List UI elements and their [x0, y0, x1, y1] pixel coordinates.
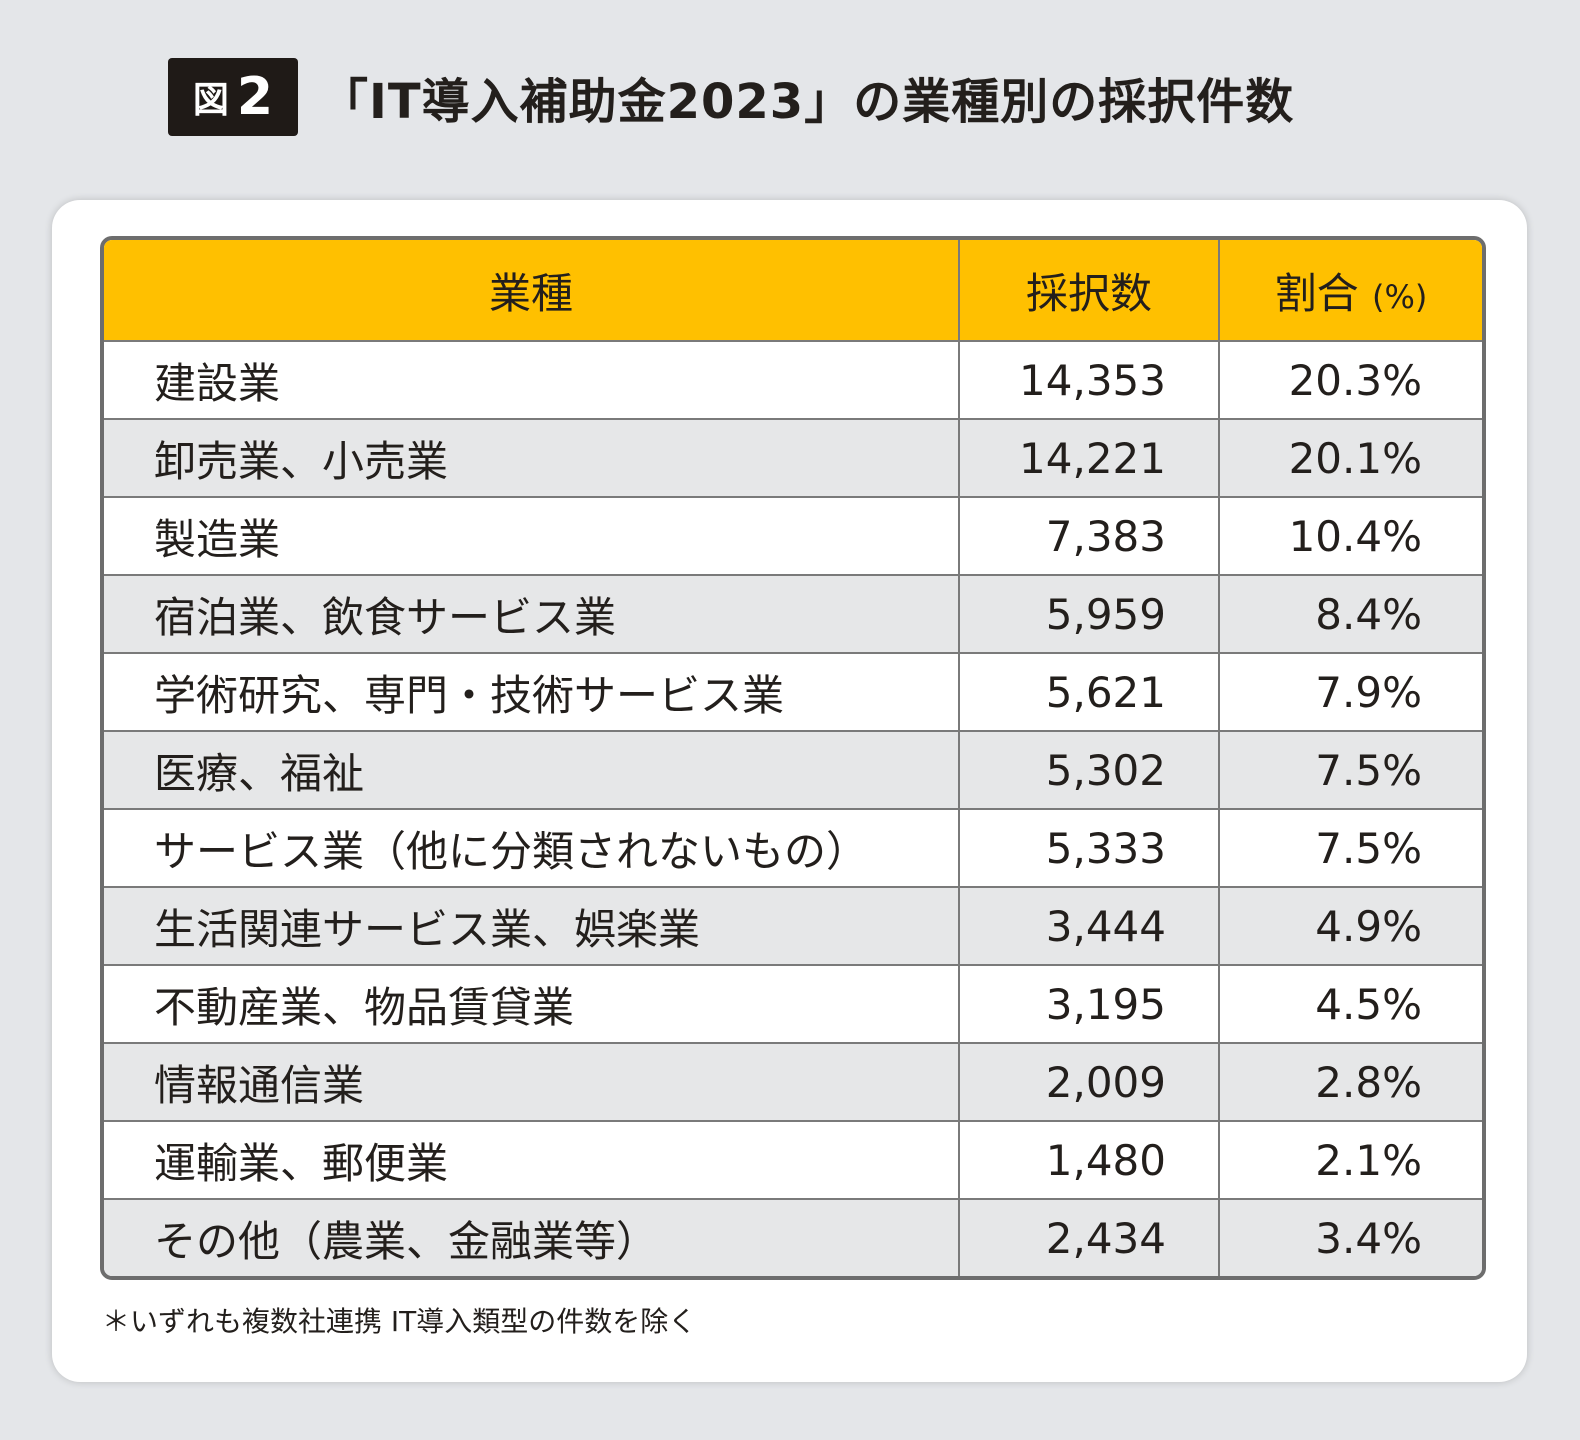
industry-cell: 学術研究、専門・技術サービス業 — [104, 654, 960, 732]
table-row: 医療、福祉 5,302 7.5% — [104, 732, 1482, 810]
count-cell: 5,302 — [960, 732, 1220, 810]
count-cell: 14,221 — [960, 420, 1220, 498]
count-cell: 5,959 — [960, 576, 1220, 654]
count-cell: 3,444 — [960, 888, 1220, 966]
ratio-cell: 2.8% — [1220, 1044, 1482, 1122]
column-header-count: 採択数 — [960, 240, 1220, 342]
industry-cell: 不動産業、物品賃貸業 — [104, 966, 960, 1044]
industry-cell: 製造業 — [104, 498, 960, 576]
table-row: 不動産業、物品賃貸業 3,195 4.5% — [104, 966, 1482, 1044]
table-row: 情報通信業 2,009 2.8% — [104, 1044, 1482, 1122]
count-cell: 2,434 — [960, 1200, 1220, 1276]
industry-cell: 建設業 — [104, 342, 960, 420]
count-cell: 5,621 — [960, 654, 1220, 732]
table-row: 宿泊業、飲食サービス業 5,959 8.4% — [104, 576, 1482, 654]
table-row: 学術研究、専門・技術サービス業 5,621 7.9% — [104, 654, 1482, 732]
industry-cell: 生活関連サービス業、娯楽業 — [104, 888, 960, 966]
ratio-cell: 4.9% — [1220, 888, 1482, 966]
table-row: 建設業 14,353 20.3% — [104, 342, 1482, 420]
industry-cell: 運輸業、郵便業 — [104, 1122, 960, 1200]
footnote: ＊いずれも複数社連携 IT導入類型の件数を除く — [102, 1305, 697, 1338]
figure-header: 図 2 「IT導入補助金2023」の業種別の採択件数 — [168, 58, 1294, 136]
ratio-unit: (%) — [1372, 277, 1428, 316]
industry-cell: 医療、福祉 — [104, 732, 960, 810]
industry-cell: 情報通信業 — [104, 1044, 960, 1122]
table-card: 業種 採択数 割合 (%) 建設業 14,353 20.3% 卸売業、小売業 14,22… — [52, 200, 1527, 1382]
count-cell: 5,333 — [960, 810, 1220, 888]
table-row: 卸売業、小売業 14,221 20.1% — [104, 420, 1482, 498]
ratio-cell: 7.5% — [1220, 732, 1482, 810]
table-row: サービス業（他に分類されないもの） 5,333 7.5% — [104, 810, 1482, 888]
figure-label: 図 — [192, 80, 229, 121]
ratio-cell: 8.4% — [1220, 576, 1482, 654]
table-row: 運輸業、郵便業 1,480 2.1% — [104, 1122, 1482, 1200]
industry-cell: その他（農業、金融業等） — [104, 1200, 960, 1276]
industry-cell: 宿泊業、飲食サービス業 — [104, 576, 960, 654]
ratio-cell: 7.9% — [1220, 654, 1482, 732]
count-cell: 14,353 — [960, 342, 1220, 420]
column-header-ratio: 割合 (%) — [1220, 240, 1482, 342]
ratio-cell: 7.5% — [1220, 810, 1482, 888]
table-body: 建設業 14,353 20.3% 卸売業、小売業 14,221 20.1% 製造業 7,383… — [104, 342, 1482, 1276]
table-row: 製造業 7,383 10.4% — [104, 498, 1482, 576]
ratio-cell: 3.4% — [1220, 1200, 1482, 1276]
figure-number: 2 — [236, 67, 274, 127]
table-header-row: 業種 採択数 割合 (%) — [104, 240, 1482, 342]
industry-table: 業種 採択数 割合 (%) 建設業 14,353 20.3% 卸売業、小売業 14,22… — [100, 236, 1486, 1280]
ratio-cell: 2.1% — [1220, 1122, 1482, 1200]
table-row: 生活関連サービス業、娯楽業 3,444 4.9% — [104, 888, 1482, 966]
ratio-cell: 4.5% — [1220, 966, 1482, 1044]
count-cell: 2,009 — [960, 1044, 1220, 1122]
ratio-cell: 10.4% — [1220, 498, 1482, 576]
page-title: 「IT導入補助金2023」の業種別の採択件数 — [320, 74, 1295, 130]
count-cell: 1,480 — [960, 1122, 1220, 1200]
ratio-cell: 20.1% — [1220, 420, 1482, 498]
industry-cell: 卸売業、小売業 — [104, 420, 960, 498]
industry-cell: サービス業（他に分類されないもの） — [104, 810, 960, 888]
figure-badge: 図 2 — [168, 58, 298, 136]
column-header-industry: 業種 — [104, 240, 960, 342]
table-row: その他（農業、金融業等） 2,434 3.4% — [104, 1200, 1482, 1276]
count-cell: 7,383 — [960, 498, 1220, 576]
ratio-cell: 20.3% — [1220, 342, 1482, 420]
count-cell: 3,195 — [960, 966, 1220, 1044]
